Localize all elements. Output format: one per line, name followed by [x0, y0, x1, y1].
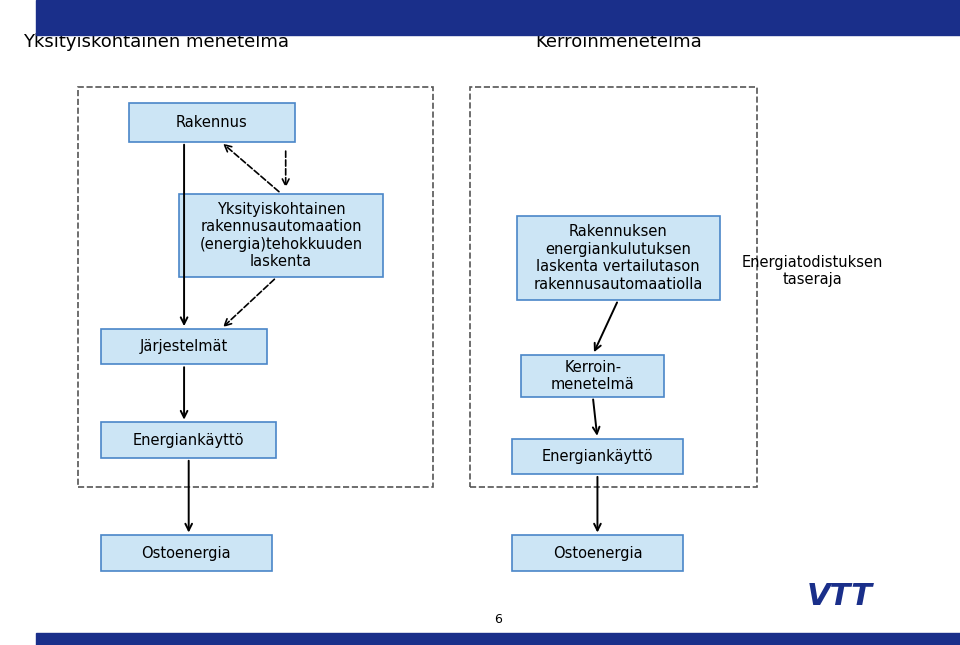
FancyBboxPatch shape — [101, 422, 276, 458]
Bar — [470, 87, 756, 487]
Text: Ostoenergia: Ostoenergia — [553, 546, 642, 561]
FancyBboxPatch shape — [521, 355, 664, 397]
Text: Energiankäyttö: Energiankäyttö — [132, 433, 245, 448]
Text: 6: 6 — [494, 613, 502, 626]
Text: Rakennuksen
energiankulutuksen
laskenta vertailutason
rakennusautomaatiolla: Rakennuksen energiankulutuksen laskenta … — [534, 224, 703, 292]
Text: Kerroin-
menetelmä: Kerroin- menetelmä — [551, 359, 635, 392]
Text: Järjestelmät: Järjestelmät — [140, 339, 228, 354]
Text: Kerroinmenetelmä: Kerroinmenetelmä — [535, 33, 702, 51]
Bar — [78, 87, 434, 487]
FancyBboxPatch shape — [512, 439, 683, 474]
FancyBboxPatch shape — [516, 216, 720, 300]
Text: Rakennus: Rakennus — [176, 115, 248, 130]
Text: Energiatodistuksen
taseraja: Energiatodistuksen taseraja — [741, 255, 883, 287]
FancyBboxPatch shape — [129, 103, 295, 142]
Bar — [36, 633, 960, 645]
Text: Energiankäyttö: Energiankäyttö — [541, 449, 653, 464]
FancyBboxPatch shape — [512, 535, 683, 571]
FancyBboxPatch shape — [180, 194, 383, 277]
Text: Yksityiskohtainen
rakennusautomaation
(energia)tehokkuuden
laskenta: Yksityiskohtainen rakennusautomaation (e… — [200, 202, 363, 269]
FancyBboxPatch shape — [101, 329, 267, 364]
Text: Yksityiskohtainen menetelmä: Yksityiskohtainen menetelmä — [23, 33, 289, 51]
FancyBboxPatch shape — [101, 535, 272, 571]
Text: VTT: VTT — [807, 582, 873, 611]
Bar — [36, 0, 960, 35]
Text: Ostoenergia: Ostoenergia — [141, 546, 231, 561]
